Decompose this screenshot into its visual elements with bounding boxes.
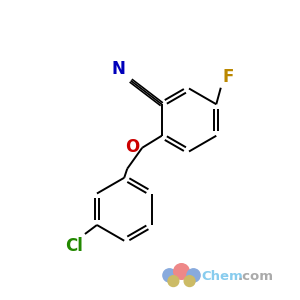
- Text: .com: .com: [238, 270, 274, 284]
- Circle shape: [184, 276, 195, 286]
- Text: O: O: [126, 138, 140, 156]
- Circle shape: [168, 276, 179, 286]
- Text: Cl: Cl: [66, 237, 83, 255]
- Circle shape: [174, 264, 189, 279]
- Text: Chem: Chem: [202, 270, 243, 284]
- Circle shape: [187, 269, 200, 282]
- Text: N: N: [112, 60, 125, 78]
- Text: F: F: [222, 68, 234, 86]
- Circle shape: [163, 269, 176, 282]
